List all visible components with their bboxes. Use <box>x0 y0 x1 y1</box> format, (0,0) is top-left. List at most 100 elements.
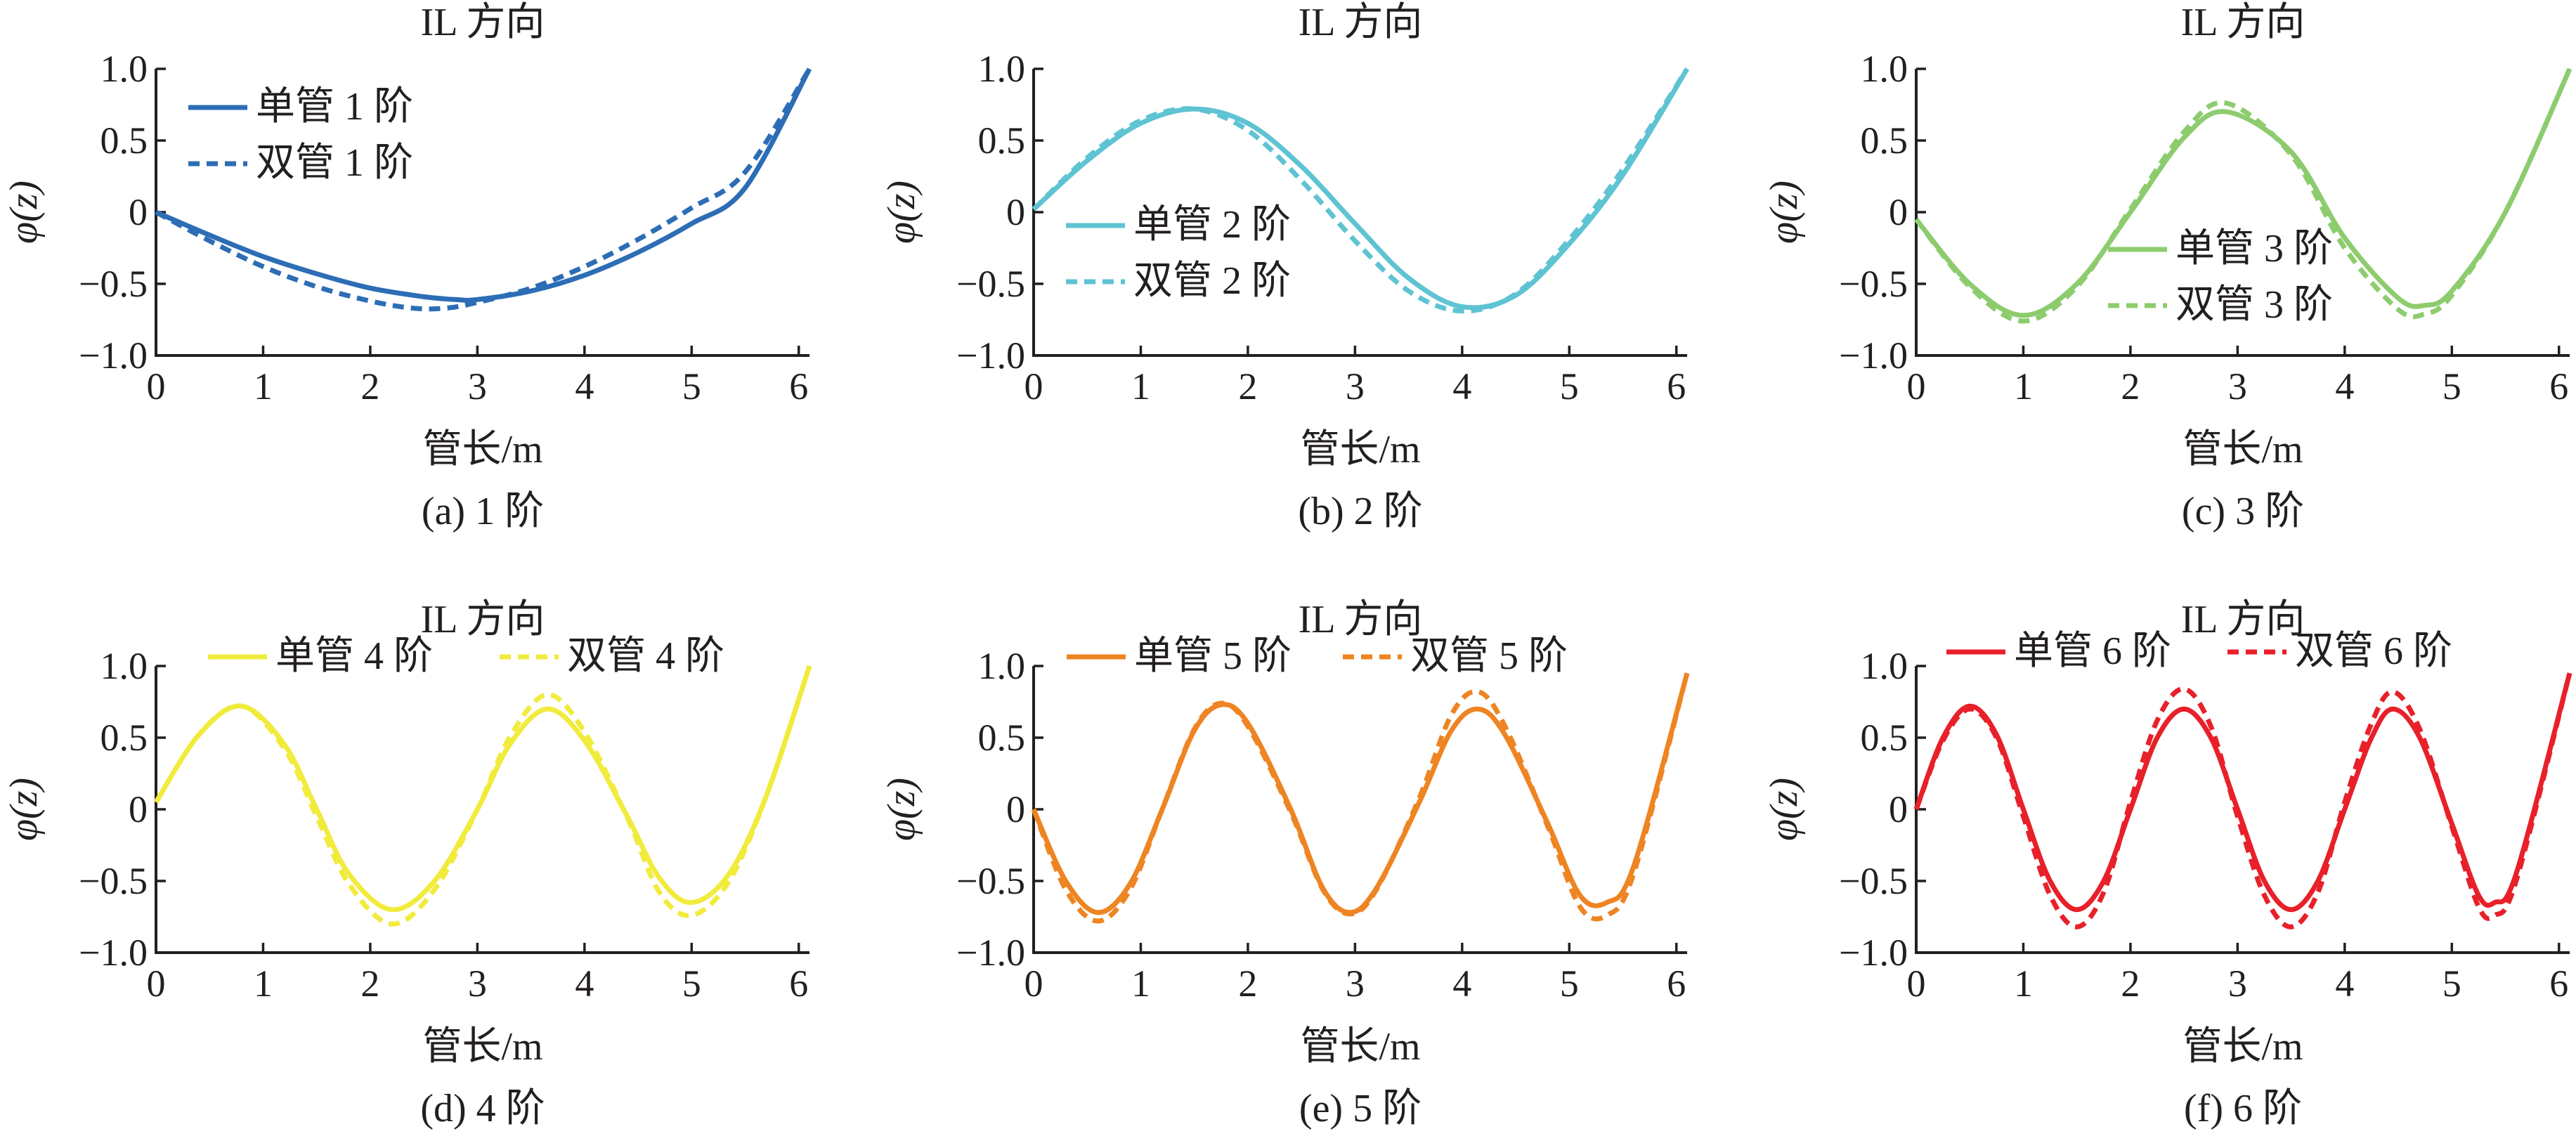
legend-label: 单管 2 阶 <box>1133 203 1291 247</box>
panel-caption: (c) 3 阶 <box>2182 490 2304 533</box>
panel-title: IL 方向 <box>421 1 545 44</box>
legend-label: 双管 1 阶 <box>256 141 413 185</box>
x-tick-label: 2 <box>2121 962 2140 1005</box>
y-tick-label: 1.0 <box>1861 645 1908 687</box>
legend-label: 单管 5 阶 <box>1134 634 1292 678</box>
y-tick-label: 0.5 <box>1861 119 1908 162</box>
y-tick-label: −1.0 <box>79 334 148 377</box>
y-tick-label: 1.0 <box>978 645 1026 687</box>
y-tick-label: 0.5 <box>100 119 148 162</box>
y-tick-label: −0.5 <box>956 263 1025 305</box>
panel-f: IL 方向 0 1 2 3 4 5 6 1.0 0.5 0 −0.5 −1.0 管长/m φ(z) (f) 6… <box>1762 598 2572 1130</box>
panel-title: IL 方向 <box>1299 1 1423 44</box>
x-tick-label: 0 <box>1024 962 1043 1005</box>
panel-a: IL 方向 0 1 2 3 4 5 6 1.0 0.5 0 −0.5 −1.0 管长/m φ(z) (a) 1… <box>2 1 812 533</box>
x-tick-label: 5 <box>1560 962 1579 1005</box>
x-tick-label: 6 <box>1667 365 1686 407</box>
x-tick-label: 1 <box>2014 365 2033 407</box>
x-tick-label: 3 <box>1346 962 1365 1005</box>
panel-caption: (e) 5 阶 <box>1299 1087 1422 1130</box>
y-tick-label: −0.5 <box>79 263 148 305</box>
legend-label: 单管 6 阶 <box>2014 629 2171 673</box>
axes-frame <box>1032 69 1687 357</box>
panel-title: IL 方向 <box>2181 598 2305 641</box>
x-tick-label: 3 <box>2228 365 2247 407</box>
x-tick-label: 2 <box>360 365 379 407</box>
series-line-double-pipe <box>154 665 812 927</box>
series-line-single-pipe <box>154 665 812 913</box>
x-axis-label: 管长/m <box>1300 428 1420 471</box>
series-line-single-pipe <box>1032 67 1689 311</box>
y-tick-label: 0 <box>1006 788 1025 830</box>
x-tick-label: 6 <box>789 962 808 1005</box>
x-tick-label: 5 <box>682 365 701 407</box>
x-tick-label: 3 <box>468 365 487 407</box>
panel-caption: (a) 1 阶 <box>422 490 544 533</box>
x-tick-label: 5 <box>2442 365 2461 407</box>
x-tick-label: 5 <box>682 962 701 1005</box>
x-tick-label: 4 <box>2335 962 2354 1005</box>
x-axis-label: 管长/m <box>422 1025 542 1069</box>
legend-label: 单管 1 阶 <box>256 85 413 129</box>
x-tick-label: 4 <box>575 962 594 1005</box>
panel-d: IL 方向 0 1 2 3 4 5 6 1.0 0.5 0 −0.5 −1.0 管长/m φ(z) (d) 4… <box>2 598 812 1130</box>
legend-label: 单管 4 阶 <box>275 634 433 678</box>
x-tick-label: 6 <box>2549 962 2568 1005</box>
x-tick-label: 3 <box>468 962 487 1005</box>
x-tick-label: 6 <box>1667 962 1686 1005</box>
y-tick-label: −1.0 <box>1839 334 1908 377</box>
series-line-double-pipe <box>1914 67 2572 324</box>
y-tick-label: 1.0 <box>1861 48 1908 90</box>
y-tick-label: −0.5 <box>956 860 1025 902</box>
x-tick-label: 4 <box>1452 365 1471 407</box>
x-tick-label: 3 <box>1346 365 1365 407</box>
x-tick-label: 0 <box>1907 962 1926 1005</box>
panel-c: IL 方向 0 1 2 3 4 5 6 1.0 0.5 0 −0.5 −1.0 管长/m φ(z) (c) 3… <box>1762 1 2572 533</box>
x-axis-label: 管长/m <box>1300 1025 1420 1069</box>
x-tick-label: 1 <box>1131 962 1150 1005</box>
series-line-single-pipe <box>1913 672 2572 913</box>
legend-label: 双管 6 阶 <box>2295 629 2452 673</box>
x-tick-label: 0 <box>147 365 166 407</box>
series-line-double-pipe <box>155 67 812 312</box>
y-tick-label: −1.0 <box>956 334 1025 377</box>
x-tick-label: 1 <box>254 962 273 1005</box>
y-tick-label: 0 <box>1889 788 1908 830</box>
x-tick-label: 6 <box>789 365 808 407</box>
x-tick-label: 6 <box>2549 365 2568 407</box>
panel-caption: (b) 2 阶 <box>1298 490 1422 533</box>
panel-e: IL 方向 0 1 2 3 4 5 6 1.0 0.5 0 −0.5 −1.0 管长/m φ(z) (e) 5… <box>880 598 1690 1130</box>
x-tick-label: 2 <box>360 962 379 1005</box>
y-axis-label: φ(z) <box>880 181 923 244</box>
x-tick-label: 1 <box>254 365 273 407</box>
y-axis-label: φ(z) <box>2 778 46 841</box>
x-tick-label: 4 <box>1452 962 1471 1005</box>
panel-caption: (d) 4 阶 <box>420 1087 545 1130</box>
y-tick-label: −1.0 <box>1839 932 1908 974</box>
x-axis-label: 管长/m <box>422 428 542 471</box>
x-tick-label: 0 <box>1907 365 1926 407</box>
series-line-single-pipe <box>1031 672 1690 915</box>
y-tick-label: −0.5 <box>79 860 148 902</box>
x-tick-label: 4 <box>2335 365 2354 407</box>
y-axis-label: φ(z) <box>2 181 46 244</box>
y-tick-label: 0.5 <box>1861 717 1908 759</box>
panel-title: IL 方向 <box>2181 1 2305 44</box>
series-line-single-pipe <box>1914 67 2572 318</box>
y-tick-label: 0 <box>129 788 148 830</box>
y-tick-label: −1.0 <box>79 932 148 974</box>
legend-label: 单管 3 阶 <box>2175 227 2333 270</box>
axes-frame <box>1915 666 2570 954</box>
y-tick-label: 0.5 <box>978 119 1026 162</box>
x-tick-label: 1 <box>1131 365 1150 407</box>
panel-b: IL 方向 0 1 2 3 4 5 6 1.0 0.5 0 −0.5 −1.0 管长/m φ(z) (b) 2… <box>880 1 1689 533</box>
y-axis-label: φ(z) <box>1762 181 1806 244</box>
y-tick-label: 0.5 <box>100 717 148 759</box>
x-tick-label: 4 <box>575 365 594 407</box>
y-tick-label: −0.5 <box>1839 263 1908 305</box>
y-tick-label: 0 <box>129 191 148 233</box>
y-tick-label: 1.0 <box>100 48 148 90</box>
y-axis-label: φ(z) <box>880 778 923 841</box>
panel-caption: (f) 6 阶 <box>2184 1087 2302 1130</box>
